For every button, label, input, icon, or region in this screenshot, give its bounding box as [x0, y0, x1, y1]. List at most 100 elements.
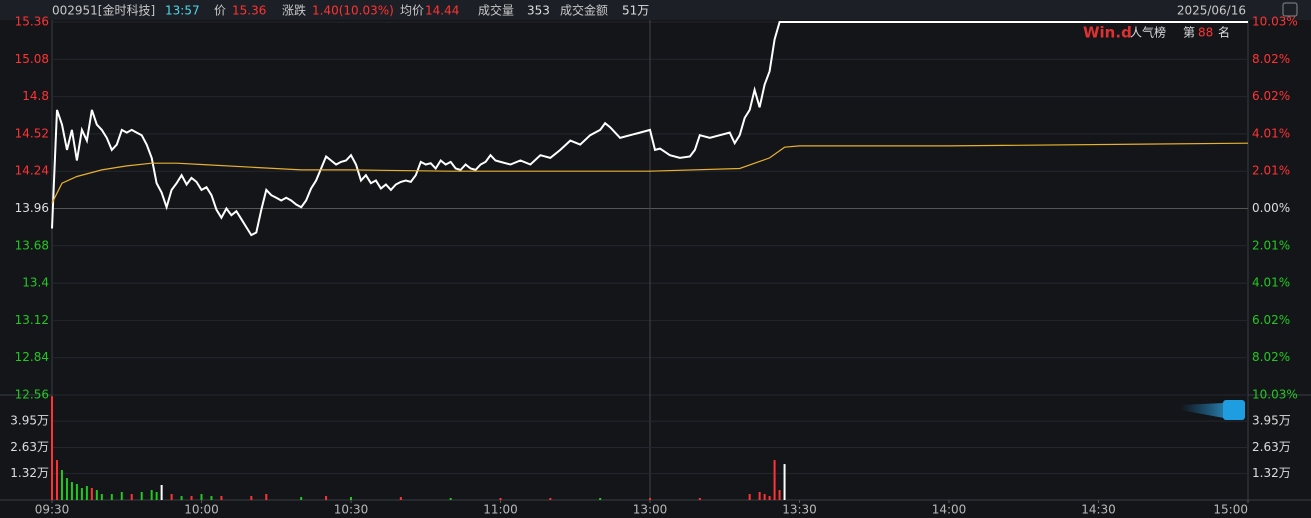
y2-tick-label: 8.02% [1252, 350, 1290, 364]
y-tick-label: 13.4 [22, 276, 49, 290]
y-tick-label: 12.84 [15, 350, 49, 364]
volume-bar [783, 464, 786, 500]
volume-bar [449, 498, 452, 500]
volume-bar [70, 482, 73, 500]
x-tick-label: 09:30 [35, 503, 70, 517]
volume-bar [549, 498, 552, 500]
volume-bar [150, 490, 153, 500]
volume-tick-label-right: 3.95万 [1252, 414, 1291, 428]
volume-bar [599, 498, 602, 500]
price-label: 价 [214, 4, 226, 18]
volume-bar [748, 494, 751, 500]
x-tick-label: 11:00 [483, 503, 518, 517]
y2-tick-label: 8.02% [1252, 52, 1290, 66]
volume-bar [325, 496, 328, 500]
volume-bar [160, 485, 163, 500]
y2-tick-label: 2.01% [1252, 238, 1290, 252]
volume-bar [155, 492, 158, 500]
change: 1.40(10.03%) [312, 4, 394, 18]
change-label: 涨跌 [282, 3, 306, 18]
y2-tick-label: 2.01% [1252, 164, 1290, 178]
volume-tick-label-right: 1.32万 [1252, 466, 1291, 480]
amount: 51万 [622, 4, 649, 18]
y2-tick-label: 10.03% [1252, 15, 1298, 29]
volume-bar [265, 494, 268, 500]
volume-bar [180, 496, 183, 500]
y2-tick-label: 6.02% [1252, 89, 1290, 103]
volume-bar [120, 492, 123, 500]
wind-logo: Win.d [1083, 24, 1132, 42]
y2-tick-label: 4.01% [1252, 276, 1290, 290]
volume-bar [649, 498, 651, 500]
volume-bar [65, 478, 68, 500]
x-tick-label: 13:30 [782, 503, 817, 517]
y-tick-label: 13.96 [15, 201, 49, 215]
stock-code: 002951[金时科技] [52, 3, 155, 18]
volume-bar [60, 470, 63, 500]
x-tick-label: 15:00 [1213, 503, 1248, 517]
volume-bar [200, 494, 203, 500]
volume-bar [130, 494, 133, 500]
y2-tick-label: 4.01% [1252, 126, 1290, 140]
rank-prefix: 第 [1183, 26, 1195, 40]
header-bar [0, 0, 1311, 20]
volume-bar [190, 496, 193, 500]
volume-label: 成交量 [478, 3, 514, 18]
volume-bar [75, 484, 78, 500]
y2-tick-label: 10.03% [1252, 388, 1298, 402]
volume-bar [399, 497, 402, 500]
volume-bar [499, 498, 502, 500]
avg-label: 均价 [400, 4, 424, 18]
x-tick-label: 13:00 [633, 503, 668, 517]
y-tick-label: 13.68 [15, 238, 49, 252]
y-tick-label: 12.56 [15, 388, 49, 402]
volume-bar [90, 488, 93, 500]
time: 13:57 [165, 4, 200, 18]
volume-bar [778, 490, 781, 500]
y-tick-label: 14.8 [22, 89, 49, 103]
volume-bar [250, 496, 253, 500]
avg-price-line [51, 142, 1249, 204]
volume-bar [350, 497, 352, 500]
volume: 353 [527, 4, 550, 18]
amount-label: 成交金额 [560, 3, 608, 18]
rank-number: 88 [1198, 26, 1213, 40]
volume-bar [100, 494, 103, 500]
volume-bar [95, 490, 98, 500]
volume-bar [80, 488, 83, 500]
volume-bar [763, 494, 766, 500]
x-tick-label: 10:30 [334, 503, 369, 517]
volume-tick-label-right: 2.63万 [1252, 440, 1291, 454]
date: 2025/06/16 [1177, 4, 1246, 18]
x-tick-label: 14:00 [932, 503, 967, 517]
price-line [51, 21, 1248, 237]
volume-tick-label: 2.63万 [10, 440, 49, 454]
y-tick-label: 14.24 [15, 164, 49, 178]
x-tick-label: 14:30 [1081, 503, 1116, 517]
volume-bar [768, 496, 771, 500]
avg: 14.44 [425, 4, 459, 18]
y2-tick-label: 0.00% [1252, 201, 1290, 215]
volume-bar [51, 396, 53, 500]
y-tick-label: 14.52 [15, 126, 49, 140]
wp-icon[interactable] [1282, 2, 1298, 17]
volume-bar [55, 460, 58, 500]
rank-suffix: 名 [1218, 25, 1230, 40]
volume-tick-label: 3.95万 [10, 414, 49, 428]
float-button-trail [1180, 403, 1224, 418]
volume-bar [140, 492, 143, 500]
y-tick-label: 13.12 [15, 313, 49, 327]
y-tick-label: 15.08 [15, 52, 49, 66]
volume-bar [698, 498, 701, 500]
x-tick-label: 10:00 [184, 503, 219, 517]
volume-bar [110, 494, 113, 500]
volume-bar [210, 496, 213, 500]
volume-bar [220, 496, 223, 500]
float-button[interactable] [1223, 400, 1245, 420]
volume-tick-label: 1.32万 [10, 466, 49, 480]
rank-title[interactable]: 人气榜 [1130, 25, 1166, 40]
y-tick-label: 15.36 [15, 15, 49, 29]
volume-bar [170, 494, 173, 500]
volume-bar [85, 486, 88, 500]
volume-bar [758, 492, 761, 500]
